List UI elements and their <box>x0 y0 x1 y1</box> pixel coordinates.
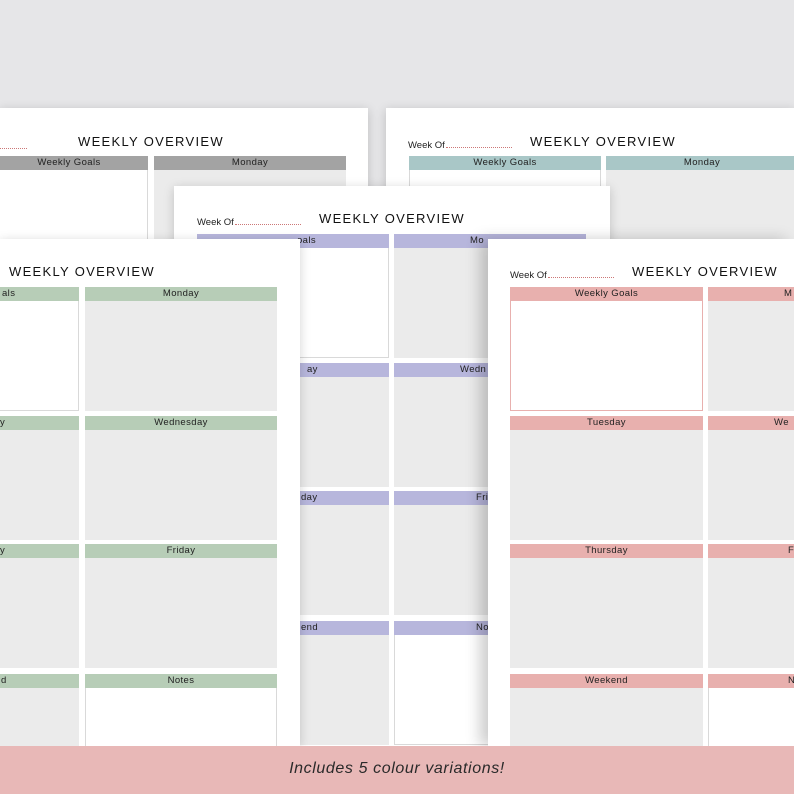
monday-cell: M <box>708 287 794 411</box>
cell-body <box>0 301 79 411</box>
cell-body <box>510 301 703 411</box>
banner-text: Includes 5 colour variations! <box>289 760 505 777</box>
week-of-label: Week Of <box>197 217 234 228</box>
cell-body <box>85 688 277 746</box>
planner-sheet-green: WEEKLY OVERVIEW als Monday y Wednesday y… <box>0 239 300 746</box>
weekend-cell: Weekend <box>510 674 703 746</box>
cell-body <box>0 170 148 248</box>
cell-body <box>510 688 703 746</box>
cell-body <box>708 430 794 540</box>
cell-header: Weekend <box>510 674 703 688</box>
wednesday-cell: Wednesday <box>85 416 277 540</box>
cell-header: Wednesday <box>85 416 277 430</box>
cell-header: als <box>0 287 79 301</box>
cell-header: Monday <box>85 287 277 301</box>
weekly-goals-cell: Weekly Goals <box>510 287 703 411</box>
sheet-title: WEEKLY OVERVIEW <box>319 211 465 226</box>
cell-body <box>510 430 703 540</box>
weekend-cell: d <box>0 674 79 746</box>
cell-body <box>0 558 79 668</box>
weekly-goals-cell: als <box>0 287 79 411</box>
sheet-title: WEEKLY OVERVIEW <box>9 264 155 279</box>
cell-header: y <box>0 416 79 430</box>
cell-header: Notes <box>85 674 277 688</box>
cell-body <box>708 688 794 746</box>
planner-sheet-pink: Week Of WEEKLY OVERVIEW Weekly Goals M T… <box>488 239 794 746</box>
cell-header: Weekly Goals <box>0 156 148 170</box>
notes-cell: Notes <box>85 674 277 746</box>
cell-body <box>708 301 794 411</box>
cell-header: Thursday <box>510 544 703 558</box>
weekly-goals-cell: Weekly Goals <box>0 156 148 248</box>
cell-header: Monday <box>606 156 794 170</box>
friday-cell: Friday <box>85 544 277 668</box>
cell-body <box>606 170 794 248</box>
week-of-line: Week Of <box>408 140 512 151</box>
friday-cell: F <box>708 544 794 668</box>
monday-cell: Monday <box>606 156 794 248</box>
cell-header: y <box>0 544 79 558</box>
promo-banner: Includes 5 colour variations! <box>0 746 794 794</box>
sheet-title: WEEKLY OVERVIEW <box>78 134 224 149</box>
cell-header: Tuesday <box>510 416 703 430</box>
cell-header: Weekly Goals <box>510 287 703 301</box>
sheet-title: WEEKLY OVERVIEW <box>530 134 676 149</box>
cell-body <box>85 430 277 540</box>
monday-cell: Monday <box>85 287 277 411</box>
sheet-title: WEEKLY OVERVIEW <box>632 264 778 279</box>
notes-cell: N <box>708 674 794 746</box>
cell-header: N <box>708 674 794 688</box>
cell-body <box>0 688 79 746</box>
cell-header: Monday <box>154 156 346 170</box>
thursday-cell: Thursday <box>510 544 703 668</box>
cell-body <box>708 558 794 668</box>
cell-header: M <box>708 287 794 301</box>
tuesday-cell: y <box>0 416 79 540</box>
cell-body <box>0 430 79 540</box>
week-of-line: Week Of <box>197 217 301 228</box>
cell-header: Weekly Goals <box>409 156 601 170</box>
week-of-line: Week Of <box>510 270 614 281</box>
week-of-label: Week Of <box>510 270 547 281</box>
cell-header: Friday <box>85 544 277 558</box>
cell-body <box>85 301 277 411</box>
cell-body <box>85 558 277 668</box>
wednesday-cell: We <box>708 416 794 540</box>
cell-body <box>510 558 703 668</box>
cell-header: d <box>0 674 79 688</box>
tuesday-cell: Tuesday <box>510 416 703 540</box>
cell-header: We <box>708 416 794 430</box>
week-of-line <box>0 141 27 152</box>
cell-header: F <box>708 544 794 558</box>
thursday-cell: y <box>0 544 79 668</box>
week-of-label: Week Of <box>408 140 445 151</box>
